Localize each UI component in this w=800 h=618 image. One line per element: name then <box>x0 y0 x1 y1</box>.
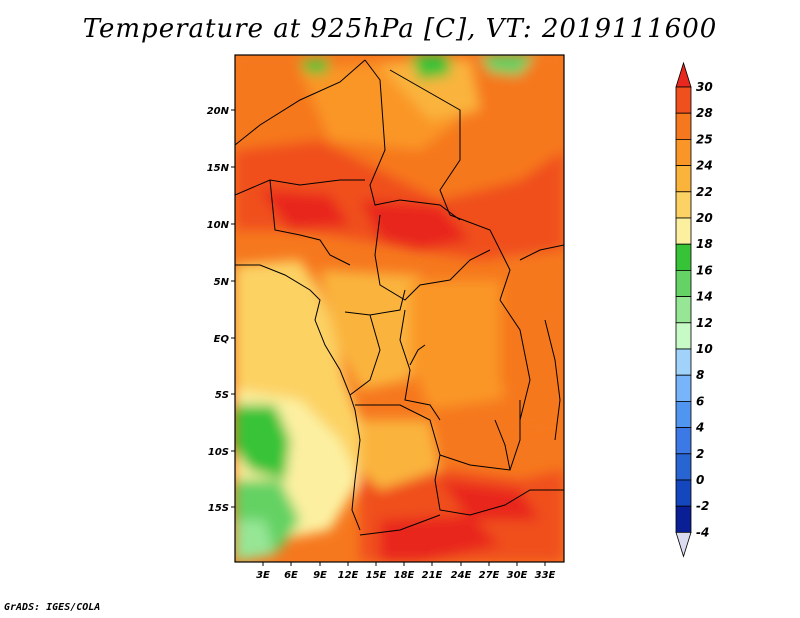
colorbar-segment <box>675 217 692 245</box>
lon-tick-label: 12E <box>338 570 359 581</box>
lat-tick-label: 15N <box>207 163 230 174</box>
colorbar-label: -4 <box>696 525 709 539</box>
colorbar-label: 24 <box>696 159 713 173</box>
colorbar-segment <box>675 322 692 350</box>
temperature-field <box>235 55 564 562</box>
colorbar-label: 12 <box>696 316 713 330</box>
colorbar-label: 18 <box>696 237 713 251</box>
lat-tick-label: EQ <box>214 334 230 345</box>
colorbar-label: 16 <box>696 263 713 277</box>
lat-tick-label: 20N <box>207 106 230 117</box>
lon-tick-label: 9E <box>313 570 327 581</box>
map-title: Temperature at 925hPa [C], VT: 201911160… <box>82 14 718 44</box>
lat-tick-label: 10N <box>207 220 230 231</box>
colorbar-segment <box>675 165 692 193</box>
colorbar-segment <box>675 400 692 428</box>
lon-tick-label: 30E <box>507 570 528 581</box>
colorbar-segment <box>675 191 692 219</box>
colorbar-label: 30 <box>696 80 713 94</box>
colorbar-over-triangle <box>675 61 692 88</box>
lon-tick-label: 21E <box>422 570 443 581</box>
colorbar-label: 25 <box>696 132 713 146</box>
lon-tick-label: 18E <box>394 570 415 581</box>
lat-ticks <box>231 109 235 508</box>
colorbar-segment <box>675 269 692 297</box>
colorbar-label: 6 <box>696 394 704 408</box>
lat-tick-label: 15S <box>208 503 229 514</box>
colorbar-label: 8 <box>696 368 704 382</box>
colorbar-under-triangle <box>675 532 692 558</box>
colorbar-segment <box>675 112 692 140</box>
country-borders <box>235 59 564 536</box>
colorbar-label: 28 <box>696 106 713 120</box>
colorbar-label: 22 <box>696 185 713 199</box>
colorbar-label: 2 <box>696 447 704 461</box>
colorbar-segment <box>675 453 692 481</box>
colorbar-label: 10 <box>696 342 713 356</box>
colorbar-segment <box>675 374 692 402</box>
lat-tick-label: 5N <box>214 277 230 288</box>
map-frame <box>234 54 565 563</box>
lon-tick-label: 24E <box>451 570 472 581</box>
colorbar-segment <box>675 138 692 166</box>
lon-tick-label: 33E <box>535 570 556 581</box>
lon-tick-label: 15E <box>366 570 387 581</box>
colorbar-label: 14 <box>696 290 713 304</box>
lon-ticks <box>262 562 546 566</box>
lon-tick-label: 27E <box>479 570 500 581</box>
colorbar-segment <box>675 243 692 271</box>
colorbar-segment <box>675 86 692 114</box>
colorbar-segment <box>675 505 692 533</box>
colorbar-label: 0 <box>696 473 704 487</box>
lat-tick-label: 5S <box>215 390 229 401</box>
lon-tick-labels: 3E 6E 9E 12E 15E 18E 21E 24E 27E 30E 33E <box>256 570 555 581</box>
lon-tick-label: 3E <box>256 570 270 581</box>
colorbar-segment <box>675 479 692 507</box>
colorbar-label: 4 <box>695 421 704 435</box>
lat-tick-label: 10S <box>208 447 229 458</box>
lon-tick-label: 6E <box>284 570 298 581</box>
colorbar-label: -2 <box>696 499 709 513</box>
colorbar-label: 20 <box>696 211 713 225</box>
colorbar-segment <box>675 296 692 324</box>
footer-credit: GrADS: IGES/COLA <box>4 602 101 613</box>
colorbar-segment <box>675 427 692 455</box>
colorbar-segment <box>675 348 692 376</box>
lat-tick-labels: 20N 15N 10N 5N EQ 5S 10S 15S <box>207 106 230 514</box>
